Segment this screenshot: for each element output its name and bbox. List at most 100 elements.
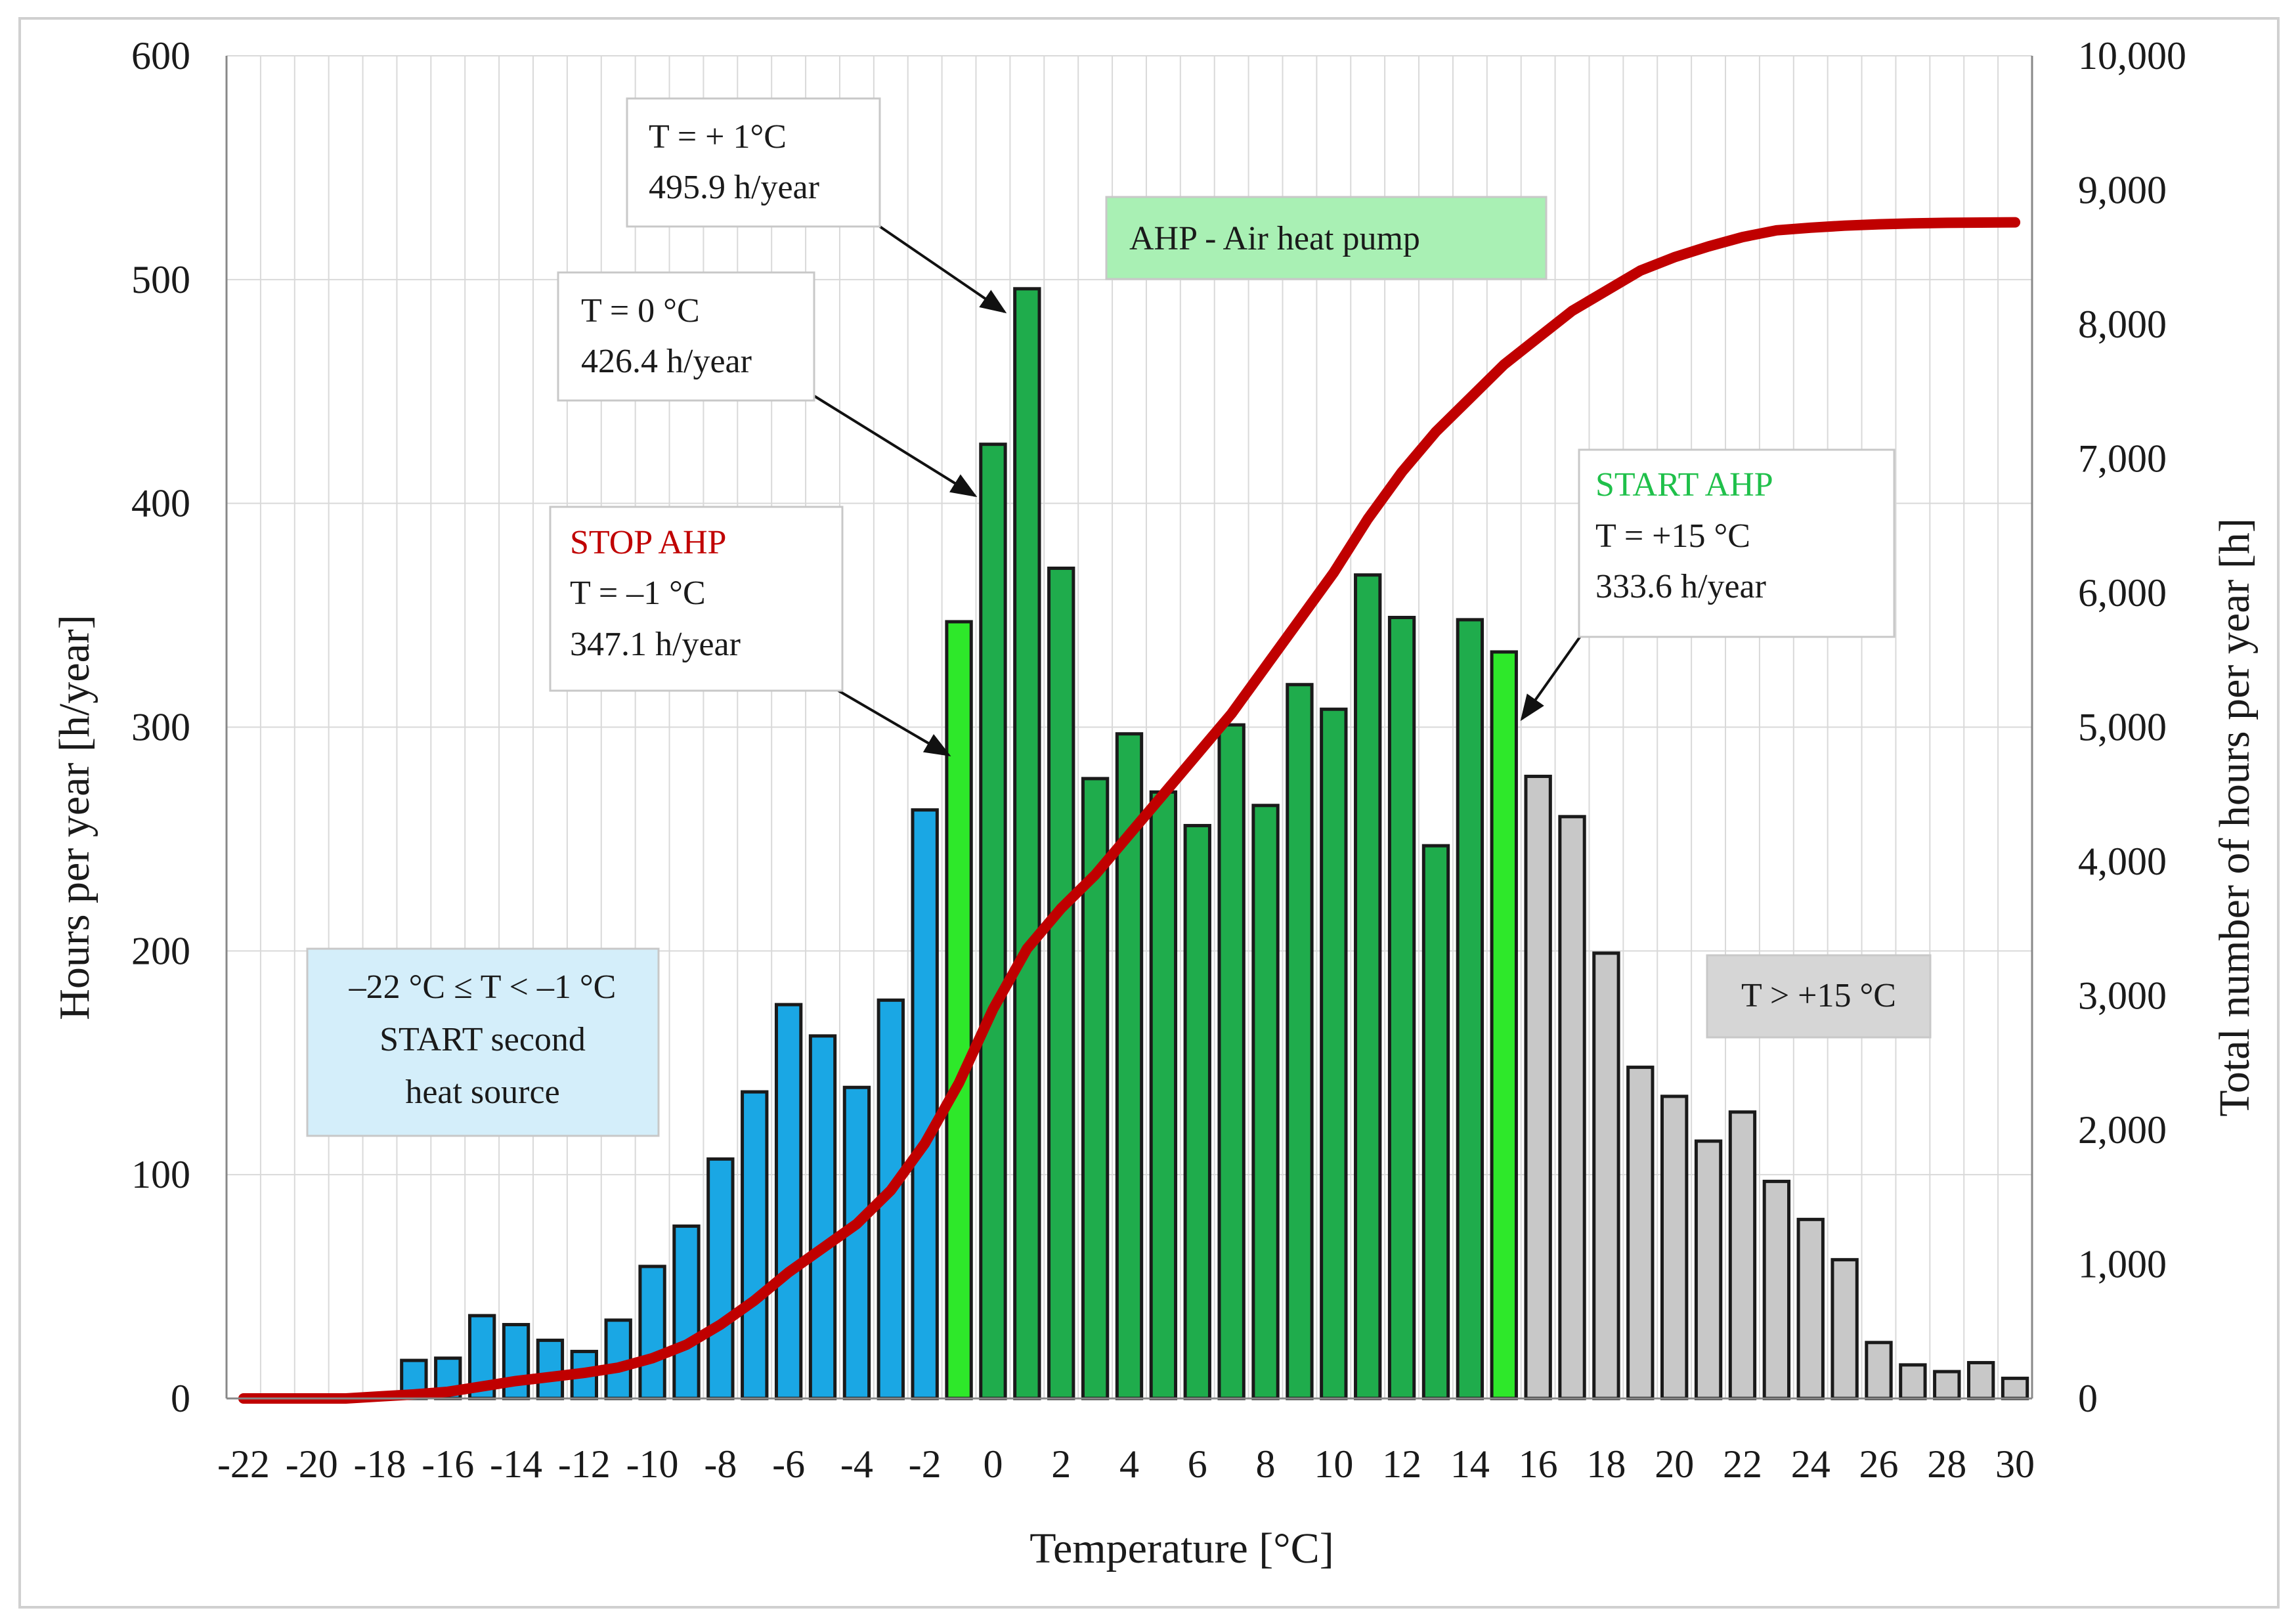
annotation-stop-ahp-temp: T = –1 °C xyxy=(570,574,706,612)
x-tick-label: 12 xyxy=(1382,1442,1421,1486)
y2-tick-label: 8,000 xyxy=(2078,303,2167,346)
bar-8 xyxy=(1251,804,1280,1400)
x-tick-label: -4 xyxy=(840,1442,873,1486)
arrow-stop-ahp xyxy=(829,685,951,757)
bar-7 xyxy=(1217,723,1245,1400)
x-tick-label: 8 xyxy=(1256,1442,1276,1486)
bar--7 xyxy=(741,1090,769,1400)
x-tick-label: 6 xyxy=(1188,1442,1207,1486)
bar-15 xyxy=(1490,650,1518,1400)
y2-tick-label: 7,000 xyxy=(2078,437,2167,481)
bar--2 xyxy=(911,808,939,1400)
annotation-t-zero-hours: 426.4 h/year xyxy=(581,343,752,380)
y2-axis-title: Total number of hours per year [h] xyxy=(2211,518,2259,1117)
x-tick-label: 28 xyxy=(1927,1442,1966,1486)
bar--6 xyxy=(774,1003,803,1400)
bar-10 xyxy=(1320,707,1348,1400)
annotation-t-plus1-hours: 495.9 h/year xyxy=(649,169,819,206)
arrow-t-zero xyxy=(813,395,978,498)
bar-17 xyxy=(1558,815,1586,1400)
annotation-t-plus1-temp: T = + 1°C xyxy=(649,118,787,156)
annotation-stop-ahp-title: STOP AHP xyxy=(570,524,726,561)
bar-12 xyxy=(1387,615,1416,1400)
bar-0 xyxy=(979,443,1007,1400)
x-tick-label: 20 xyxy=(1655,1442,1694,1486)
arrow-start-ahp xyxy=(1520,632,1584,722)
bar--10 xyxy=(638,1265,666,1400)
bar-26 xyxy=(1865,1341,1893,1400)
bar-24 xyxy=(1796,1217,1825,1400)
x-tick-label: 2 xyxy=(1051,1442,1071,1486)
annotation-above-15-text: T > +15 °C xyxy=(1741,977,1896,1014)
bar-29 xyxy=(1966,1360,1995,1400)
annotation-start-ahp-title: START AHP xyxy=(1595,466,1773,504)
x-tick-label: -14 xyxy=(490,1442,542,1486)
x-axis-title: Temperature [°C] xyxy=(1029,1525,1333,1572)
y2-tick-label: 0 xyxy=(2078,1377,2098,1420)
bar-2 xyxy=(1047,567,1075,1400)
bar-13 xyxy=(1421,844,1450,1400)
x-tick-label: 30 xyxy=(1995,1442,2035,1486)
bar-27 xyxy=(1899,1363,1927,1400)
cumulative-line xyxy=(238,217,2021,1404)
annotation-t-plus1: T = + 1°C 495.9 h/year xyxy=(626,97,881,228)
bar-1 xyxy=(1013,287,1041,1400)
y2-tick-label: 9,000 xyxy=(2078,169,2167,212)
x-tick-label: -18 xyxy=(353,1442,406,1486)
bar-22 xyxy=(1728,1110,1757,1400)
bar--13 xyxy=(536,1338,565,1400)
annotation-above-15: T > +15 °C xyxy=(1706,954,1932,1039)
bar-5 xyxy=(1149,790,1178,1400)
bar-28 xyxy=(1933,1370,1961,1400)
annotation-start-ahp-temp: T = +15 °C xyxy=(1595,517,1750,555)
x-tick-label: 16 xyxy=(1519,1442,1558,1486)
x-tick-label: -16 xyxy=(422,1442,474,1486)
x-tick-label: -6 xyxy=(772,1442,805,1486)
x-tick-label: -2 xyxy=(909,1442,942,1486)
bar-9 xyxy=(1286,683,1314,1400)
annotation-start-ahp-hours: 333.6 h/year xyxy=(1595,568,1766,605)
y-tick-label: 200 xyxy=(131,929,190,972)
x-tick-label: -22 xyxy=(217,1442,270,1486)
arrow-t-plus1 xyxy=(878,225,1007,314)
bar-19 xyxy=(1626,1066,1655,1400)
bar-30 xyxy=(2001,1376,2029,1400)
annotation-ahp: AHP - Air heat pump xyxy=(1105,196,1548,280)
bar-16 xyxy=(1524,774,1552,1400)
y-tick-label: 600 xyxy=(131,34,190,77)
x-tick-label: 14 xyxy=(1450,1442,1490,1486)
y2-tick-label: 4,000 xyxy=(2078,840,2167,883)
y2-tick-label: 1,000 xyxy=(2078,1243,2167,1286)
annotation-stop-ahp: STOP AHP T = –1 °C 347.1 h/year xyxy=(549,506,844,692)
x-tick-label: 18 xyxy=(1586,1442,1626,1486)
y2-tick-label: 6,000 xyxy=(2078,571,2167,615)
y-tick-label: 300 xyxy=(131,706,190,749)
x-tick-label: 0 xyxy=(983,1442,1003,1486)
bar--8 xyxy=(706,1157,735,1400)
y-tick-label: 400 xyxy=(131,482,190,525)
bar-14 xyxy=(1456,618,1484,1400)
y-tick-label: 100 xyxy=(131,1153,190,1196)
y2-tick-label: 2,000 xyxy=(2078,1108,2167,1152)
y2-tick-label: 10,000 xyxy=(2078,34,2186,77)
bar-20 xyxy=(1660,1094,1689,1400)
bar-21 xyxy=(1694,1139,1723,1400)
annotation-second-source: –22 °C ≤ T < –1 °C START second heat sou… xyxy=(306,947,660,1137)
bar-11 xyxy=(1354,573,1382,1400)
bar--11 xyxy=(604,1318,632,1400)
x-tick-label: 4 xyxy=(1119,1442,1139,1486)
bar-25 xyxy=(1830,1258,1859,1400)
y-axis-title: Hours per year [h/year] xyxy=(51,615,98,1020)
x-tick-label: 10 xyxy=(1314,1442,1353,1486)
y-tick-label: 0 xyxy=(171,1377,190,1420)
bar--5 xyxy=(808,1034,837,1400)
x-tick-label: -20 xyxy=(286,1442,338,1486)
x-tick-label: 22 xyxy=(1723,1442,1762,1486)
annotation-second-source-start: START second xyxy=(379,1021,586,1058)
x-tick-label: -10 xyxy=(626,1442,679,1486)
cumulative-line-group xyxy=(238,217,2021,1404)
bar-18 xyxy=(1592,951,1620,1400)
axes: 010020030040050060001,0002,0003,0004,000… xyxy=(131,34,2186,1486)
